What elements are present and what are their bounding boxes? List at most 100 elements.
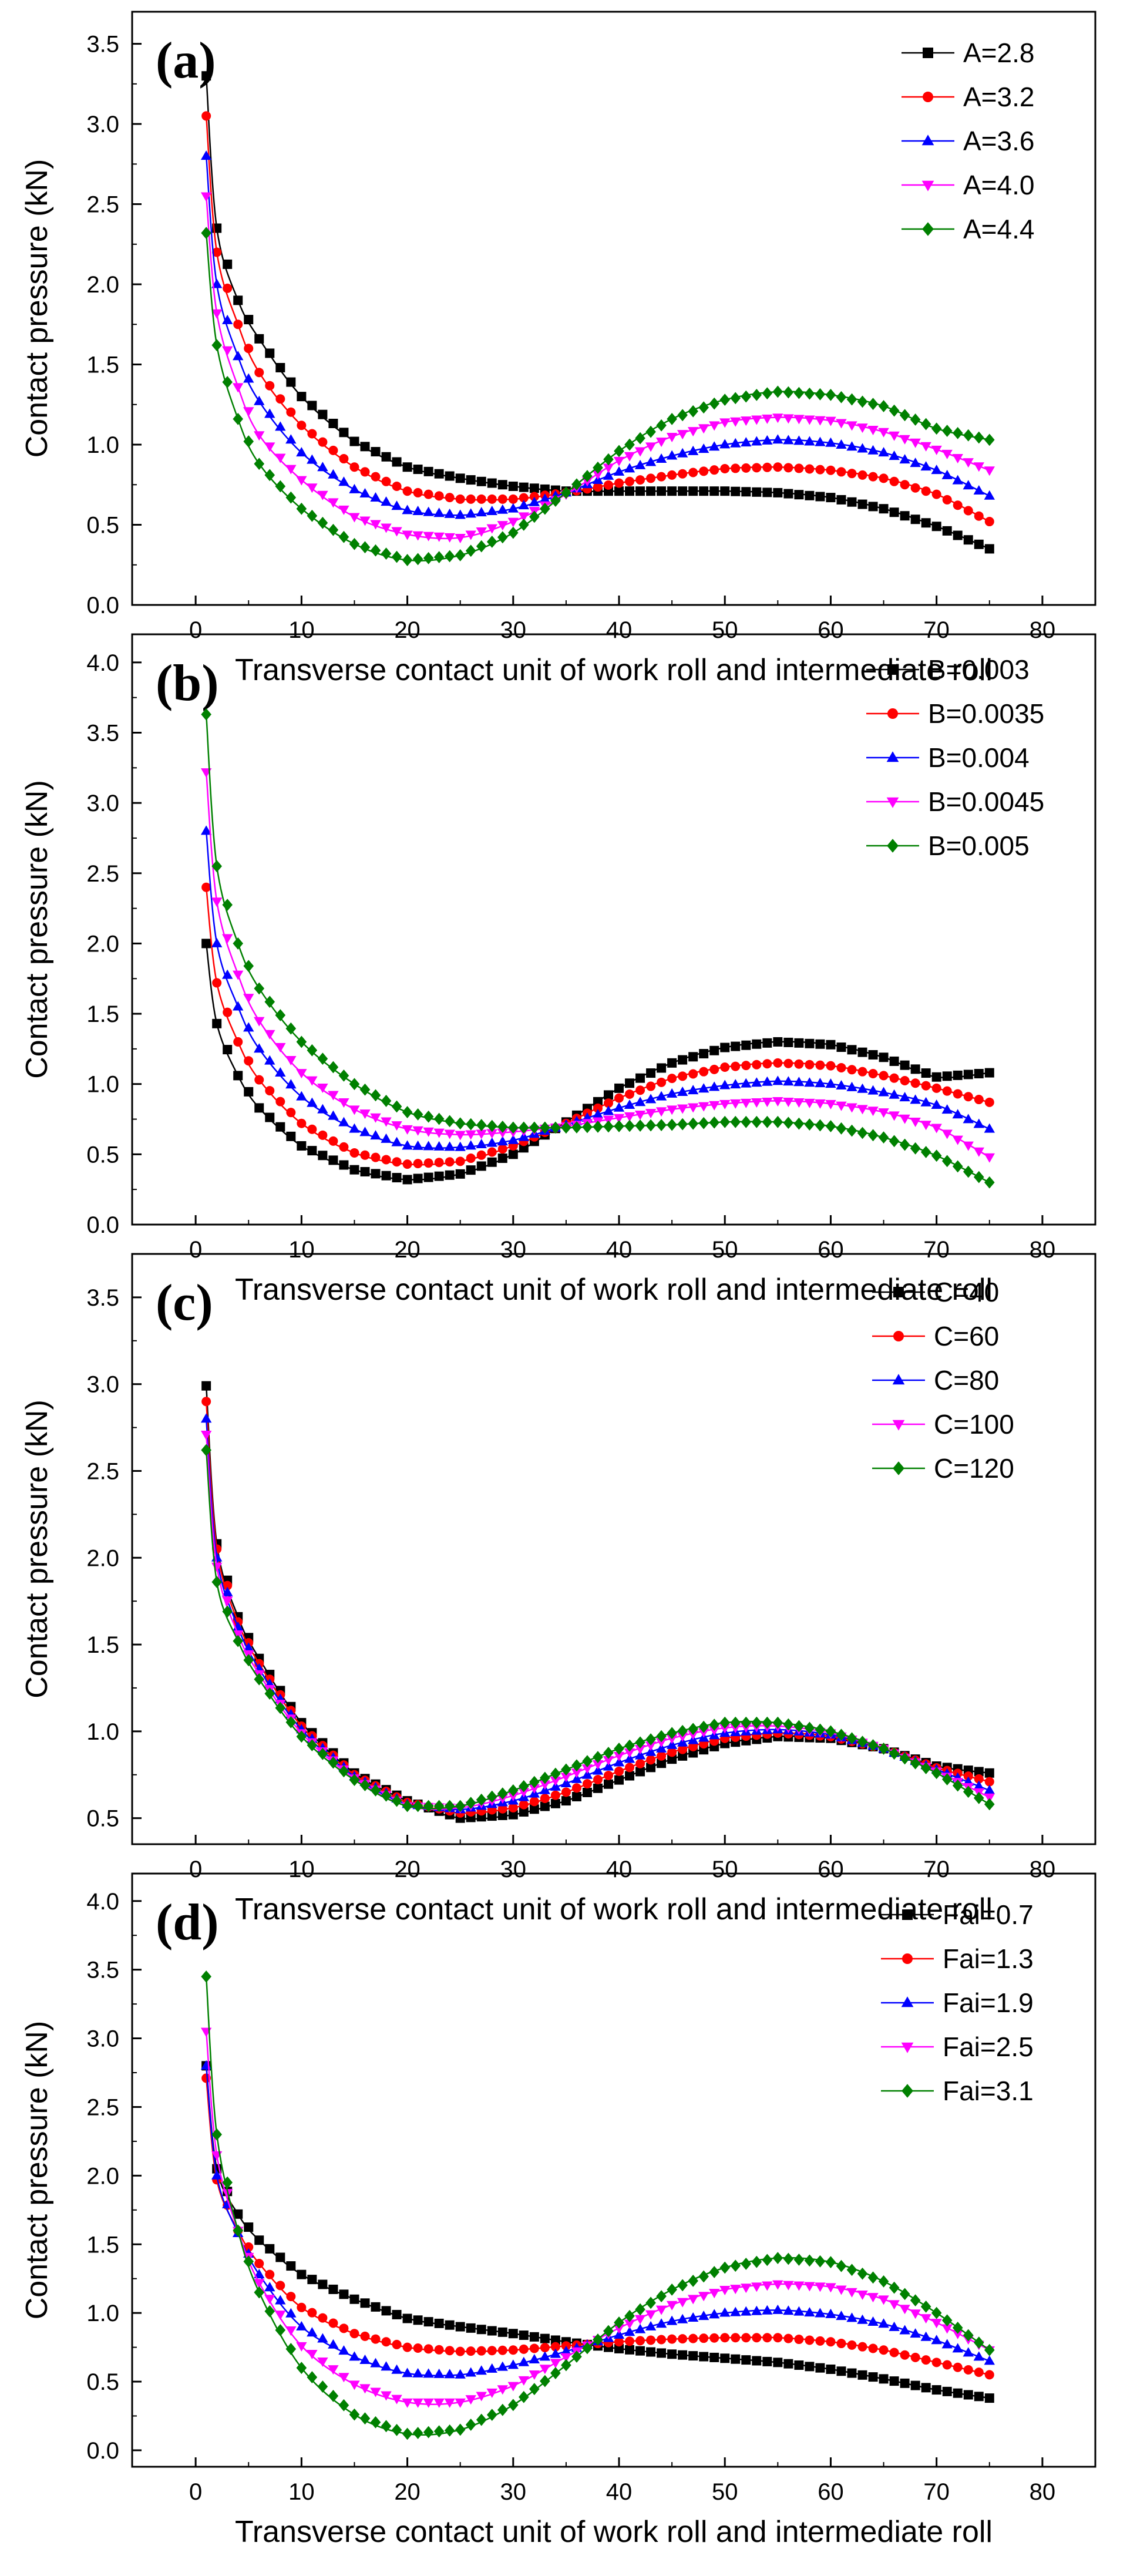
data-point — [677, 1724, 688, 1737]
legend-marker — [921, 180, 934, 191]
data-point — [614, 486, 624, 496]
data-point — [264, 2295, 275, 2305]
y-tick-label: 2.0 — [86, 1545, 119, 1571]
data-point — [338, 1117, 349, 1126]
data-point — [942, 526, 952, 536]
data-point — [741, 1115, 752, 1128]
data-point — [201, 1970, 211, 1983]
data-point — [603, 1770, 613, 1780]
data-point — [455, 2346, 465, 2356]
data-point — [657, 2348, 667, 2358]
data-point — [688, 1069, 698, 1079]
y-tick-label: 3.0 — [86, 791, 119, 816]
data-point — [212, 247, 222, 257]
data-point — [593, 2333, 603, 2346]
data-point — [445, 471, 455, 481]
data-point — [709, 2289, 720, 2299]
data-point — [889, 1089, 900, 1099]
data-point — [445, 493, 455, 503]
data-point — [645, 442, 657, 452]
data-point — [953, 2362, 963, 2372]
data-point — [285, 1056, 297, 1066]
data-point — [614, 2316, 624, 2329]
data-point — [550, 2342, 560, 2352]
data-point — [931, 1124, 942, 1134]
data-point — [678, 1071, 688, 1081]
data-point — [751, 2255, 762, 2268]
data-point — [285, 491, 297, 504]
y-tick-label: 0.0 — [86, 593, 119, 618]
data-point — [307, 2327, 318, 2337]
data-point — [371, 2334, 381, 2344]
data-point — [963, 458, 974, 468]
data-point — [719, 394, 731, 406]
data-point — [592, 1109, 604, 1119]
data-point — [910, 458, 921, 468]
data-point — [211, 860, 222, 873]
data-point — [773, 1037, 783, 1047]
data-point — [709, 2352, 719, 2362]
data-point — [507, 517, 519, 527]
data-point — [486, 2388, 497, 2398]
legend-label: B=0.003 — [928, 654, 1030, 685]
data-point — [307, 509, 318, 522]
data-point — [677, 409, 688, 422]
data-point — [211, 897, 223, 907]
data-point — [243, 1654, 254, 1667]
data-point — [244, 315, 254, 325]
legend-marker — [921, 134, 934, 146]
data-point — [635, 1736, 645, 1749]
x-tick-label: 10 — [288, 1857, 315, 1882]
data-point — [793, 415, 805, 425]
data-point — [465, 530, 476, 540]
data-point — [899, 1752, 910, 1765]
data-point — [741, 487, 751, 497]
data-point — [518, 1788, 530, 1798]
data-point — [264, 2282, 275, 2292]
data-point — [941, 1129, 953, 1139]
legend-marker — [902, 2084, 913, 2098]
data-point — [688, 405, 698, 418]
data-point — [370, 1089, 381, 1102]
data-point — [719, 1099, 731, 1109]
data-point — [423, 506, 434, 516]
data-point — [709, 486, 719, 496]
data-point — [815, 436, 826, 446]
data-point — [910, 1117, 921, 1127]
data-point — [910, 2328, 921, 2338]
data-point — [730, 2259, 741, 2272]
data-point — [815, 2255, 826, 2268]
data-point — [657, 486, 667, 496]
data-point — [540, 2375, 550, 2387]
data-point — [868, 1069, 878, 1079]
data-point — [698, 1117, 709, 1129]
data-point — [285, 1079, 297, 1089]
data-point — [699, 466, 709, 476]
data-point — [963, 535, 973, 545]
data-point — [497, 1787, 508, 1800]
data-point — [762, 462, 772, 472]
data-point — [656, 1730, 667, 1743]
data-point — [857, 1047, 867, 1057]
data-point — [476, 1150, 486, 1160]
data-point — [847, 1065, 857, 1075]
data-point — [433, 2398, 445, 2408]
legend-marker — [886, 797, 899, 808]
series-line — [205, 156, 990, 516]
y-tick-label: 0.5 — [86, 1806, 119, 1832]
data-point — [836, 2259, 847, 2272]
data-point — [349, 1105, 360, 1115]
data-point — [412, 1140, 423, 1150]
data-point — [243, 407, 254, 417]
data-point — [657, 472, 667, 482]
plot-frame — [131, 1872, 1096, 2468]
data-point — [433, 2425, 445, 2438]
data-point — [984, 1068, 994, 1078]
data-point — [847, 1045, 857, 1055]
data-point — [973, 2351, 984, 2361]
data-point — [486, 1137, 497, 1147]
data-point — [878, 1087, 889, 1097]
data-point — [275, 363, 285, 372]
data-point — [519, 1780, 529, 1793]
data-point — [264, 2305, 275, 2318]
